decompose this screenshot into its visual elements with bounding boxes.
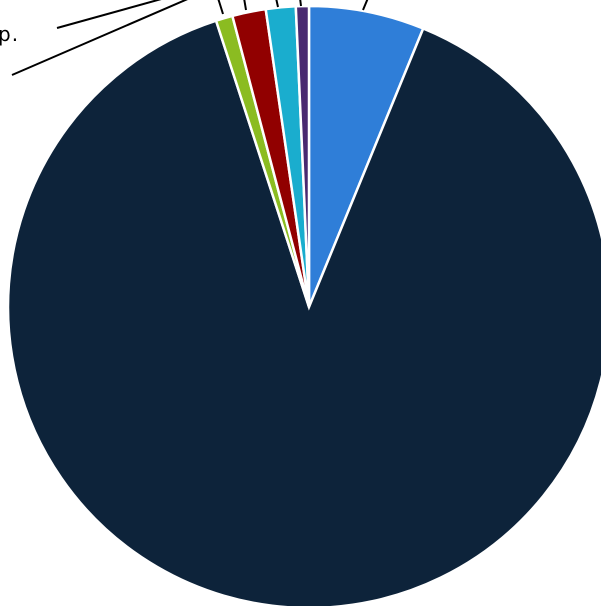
slice-label: p. <box>0 22 19 46</box>
pie-slice-5 <box>294 4 311 308</box>
leader-line <box>275 0 279 8</box>
leader-line <box>217 0 224 15</box>
leader-line <box>362 0 369 11</box>
pie-slice-0 <box>307 4 425 308</box>
leader-lines <box>11 0 369 76</box>
leader-line <box>11 0 188 76</box>
pie-slices <box>6 4 601 606</box>
leader-line <box>56 0 162 29</box>
pie-slice-1 <box>6 19 601 606</box>
leader-line <box>243 0 247 11</box>
leader-line <box>299 0 302 7</box>
